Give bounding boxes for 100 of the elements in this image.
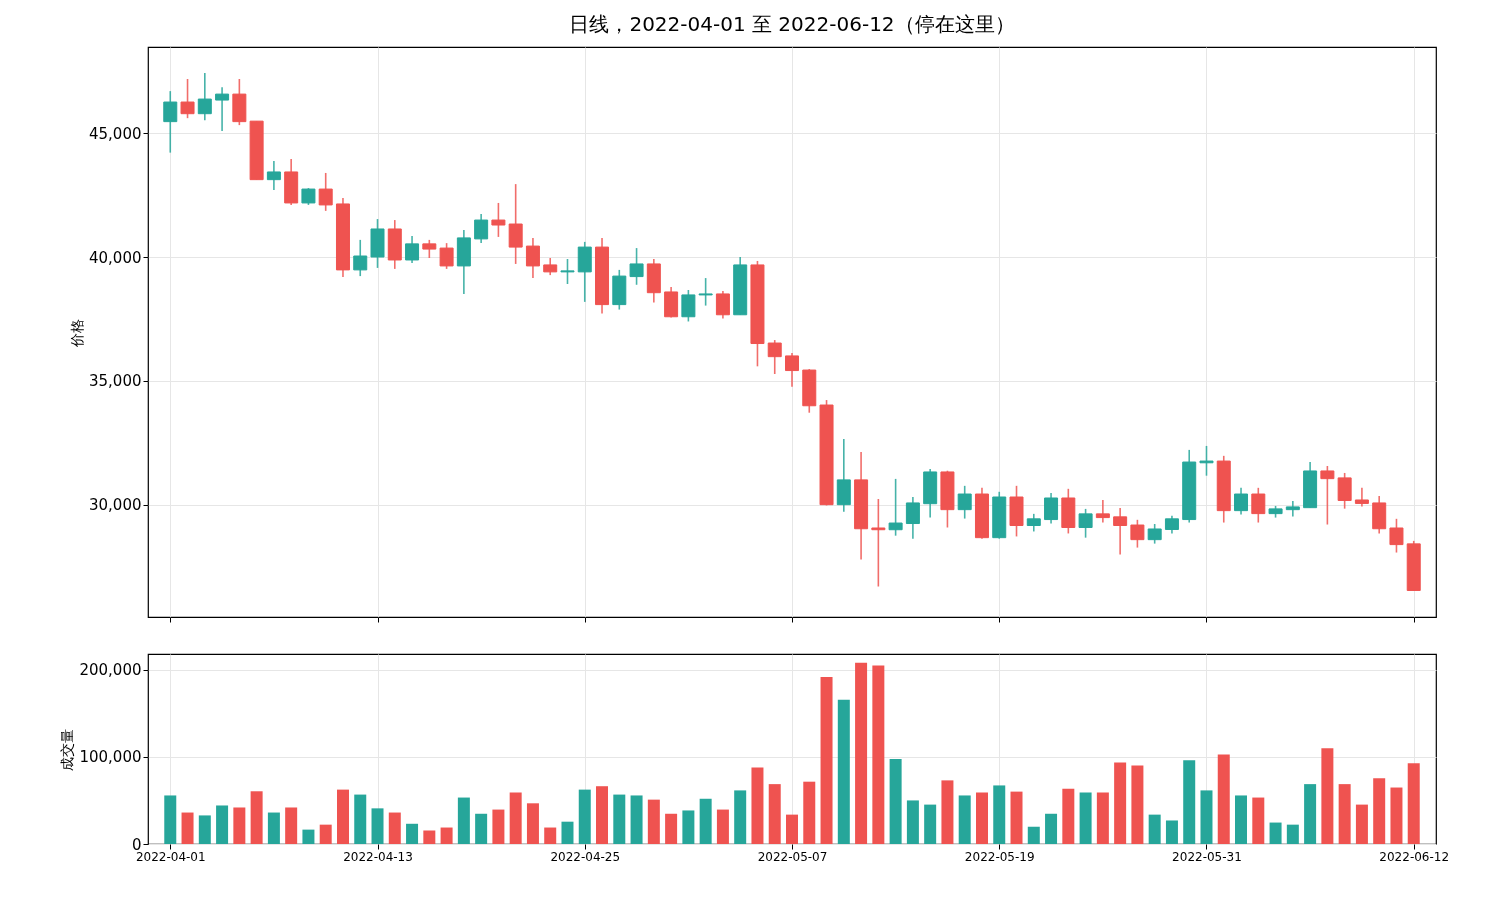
y-tick-label: 100,000: [79, 748, 142, 767]
y-tick-label: 35,000: [89, 372, 142, 391]
candlestick: [180, 78, 195, 119]
bar: [526, 803, 539, 844]
bar: [889, 759, 902, 844]
x-tick-label: 2022-06-12: [1379, 849, 1450, 864]
bar: [665, 813, 678, 844]
candlestick: [1130, 519, 1145, 549]
bar: [1355, 804, 1368, 844]
bar: [716, 809, 729, 844]
candlestick: [525, 237, 540, 279]
bar: [906, 800, 919, 844]
bar: [1131, 765, 1144, 844]
bar: [941, 780, 954, 844]
bar: [1079, 792, 1092, 844]
bar: [250, 791, 263, 844]
bar: [544, 827, 557, 844]
candlestick: [422, 239, 437, 259]
candlestick: [266, 160, 281, 191]
bar: [354, 794, 367, 844]
bar: [198, 815, 211, 844]
bar: [1200, 790, 1213, 844]
x-tick-label: 2022-05-19: [964, 849, 1035, 864]
x-tick-label: 2022-04-13: [343, 849, 413, 864]
bar: [181, 812, 194, 844]
candlestick: [508, 183, 523, 265]
bar: [682, 810, 695, 844]
bar: [1027, 826, 1040, 844]
bar: [596, 786, 609, 844]
bar: [1096, 792, 1109, 844]
candlestick: [905, 496, 920, 540]
bar: [1062, 788, 1075, 844]
bar: [164, 795, 177, 844]
bar: [336, 789, 349, 844]
candlestick: [715, 290, 730, 320]
bar: [699, 798, 712, 844]
candlestick: [318, 172, 333, 212]
bar: [1183, 760, 1196, 844]
candlestick: [681, 289, 696, 323]
bar: [561, 821, 574, 844]
bar: [1010, 791, 1023, 844]
bar: [958, 795, 971, 844]
bar: [1321, 748, 1334, 844]
candlestick: [560, 258, 575, 285]
candlestick: [888, 478, 903, 537]
bar: [837, 699, 850, 844]
y-axis-title: 价格: [69, 318, 86, 348]
x-tick-label: 2022-04-25: [550, 849, 621, 864]
bar: [1217, 754, 1230, 844]
candlestick: [871, 498, 886, 588]
bar: [803, 781, 816, 844]
bar: [1165, 820, 1178, 844]
bar: [388, 812, 401, 844]
bar: [993, 785, 1006, 844]
bar: [630, 795, 643, 844]
bar: [734, 790, 747, 844]
bar: [924, 804, 937, 844]
candlestick: [163, 90, 178, 154]
candlestick: [629, 247, 644, 286]
bar: [1373, 778, 1386, 844]
bar: [820, 676, 833, 844]
bar: [768, 784, 781, 844]
x-tick-label: 2022-05-31: [1172, 849, 1242, 864]
bar: [475, 813, 488, 844]
bar: [492, 809, 505, 844]
candlestick: [1320, 465, 1335, 526]
candlestick: [405, 235, 420, 264]
candlestick: [1044, 492, 1059, 525]
candlestick: [197, 72, 212, 121]
bar: [1407, 763, 1420, 844]
candlestick: [1078, 508, 1093, 539]
candlestick: [491, 202, 506, 238]
bar: [233, 807, 246, 844]
y-axis-title: 成交量: [59, 728, 76, 771]
candlestick: [1234, 487, 1249, 516]
bar: [855, 662, 868, 844]
bar: [1114, 762, 1127, 844]
candlestick: [785, 352, 799, 388]
candlestick: [1285, 500, 1300, 518]
bar: [613, 794, 626, 844]
bar: [509, 792, 522, 844]
bar: [1269, 822, 1282, 844]
candlestick: [1251, 487, 1266, 524]
y-tick-label: 40,000: [89, 248, 142, 267]
bar: [267, 812, 280, 844]
bar: [371, 808, 384, 844]
candlestick: [957, 485, 972, 520]
bar: [440, 827, 453, 844]
candlestick: [1095, 499, 1110, 524]
bar: [1045, 813, 1058, 844]
bar: [786, 814, 798, 844]
bar: [1148, 814, 1161, 844]
candlestick: [698, 277, 713, 307]
bar: [319, 824, 332, 844]
y-tick-label: 200,000: [79, 661, 142, 680]
candlestick: [1337, 472, 1352, 510]
x-tick-label: 2022-05-07: [757, 849, 828, 864]
bar: [1286, 824, 1299, 844]
bar: [872, 665, 885, 844]
y-tick-label: 45,000: [89, 124, 142, 143]
